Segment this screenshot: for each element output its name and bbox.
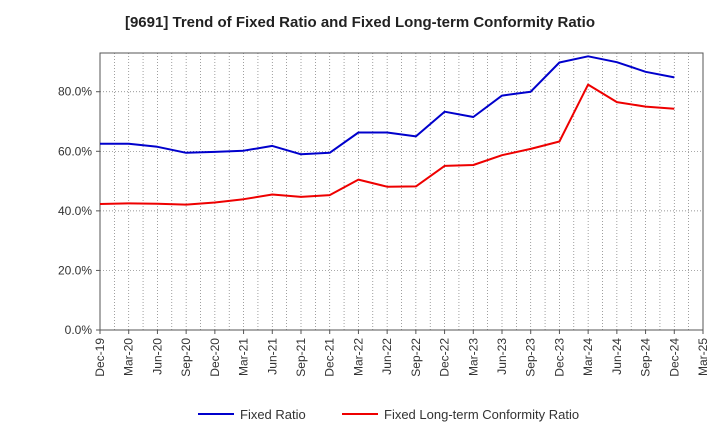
series-line-fixed-ratio [100, 55, 675, 156]
legend-fixed-long-term-conformity-ratio: Fixed Long-term Conformity Ratio [342, 407, 579, 422]
legend-fixed-ratio: Fixed Ratio [198, 407, 306, 422]
axis-layer: 0.0% 20.0% 40.0% 60.0% 80.0% Dec-19 Mar-20 Jun-… [58, 52, 710, 377]
grid-layer [99, 53, 704, 330]
x-tick-label: Dec-21 [323, 338, 337, 377]
x-tick-label: Jun-20 [150, 338, 164, 375]
x-tick-label: Dec-23 [552, 338, 566, 377]
y-tick-label: 80.0% [58, 85, 92, 99]
y-tick-label: 40.0% [58, 204, 92, 218]
series-line-fixed-long-term-conformity-ratio [99, 83, 675, 206]
series-layer [99, 55, 675, 206]
y-tick-label: 20.0% [58, 263, 92, 277]
y-tick-label: 0.0% [65, 323, 93, 337]
x-tick-label: Jun-22 [380, 338, 394, 375]
x-tick-label: Mar-23 [466, 338, 480, 376]
x-tick-label: Dec-20 [208, 338, 222, 377]
legend-label: Fixed Ratio [240, 407, 306, 422]
legend-layer: Fixed Ratio Fixed Long-term Conformity Ra… [198, 407, 579, 422]
x-tick-label: Dec-22 [438, 338, 452, 377]
x-tick-label: Sep-22 [409, 338, 423, 377]
chart-title: [9691] Trend of Fixed Ratio and Fixed Lo… [124, 14, 596, 31]
x-tick-label: Sep-20 [179, 338, 193, 377]
x-tick-label: Dec-24 [667, 338, 681, 377]
x-tick-label: Jun-23 [495, 338, 509, 375]
x-tick-label: Sep-21 [294, 338, 308, 377]
x-tick-label: Sep-23 [524, 338, 538, 377]
x-tick-label: Mar-25 [696, 338, 710, 376]
y-tick-label: 60.0% [58, 144, 92, 158]
x-tick-label: Mar-22 [351, 338, 365, 376]
legend-label: Fixed Long-term Conformity Ratio [384, 407, 579, 422]
x-tick-label: Jun-24 [610, 338, 624, 375]
x-tick-label: Jun-21 [265, 338, 279, 375]
x-tick-label: Mar-21 [237, 338, 251, 376]
x-tick-label: Mar-20 [122, 338, 136, 376]
plot-border [99, 52, 704, 331]
x-tick-label: Dec-19 [93, 338, 107, 377]
x-tick-label: Sep-24 [639, 338, 653, 377]
x-tick-label: Mar-24 [581, 338, 595, 376]
